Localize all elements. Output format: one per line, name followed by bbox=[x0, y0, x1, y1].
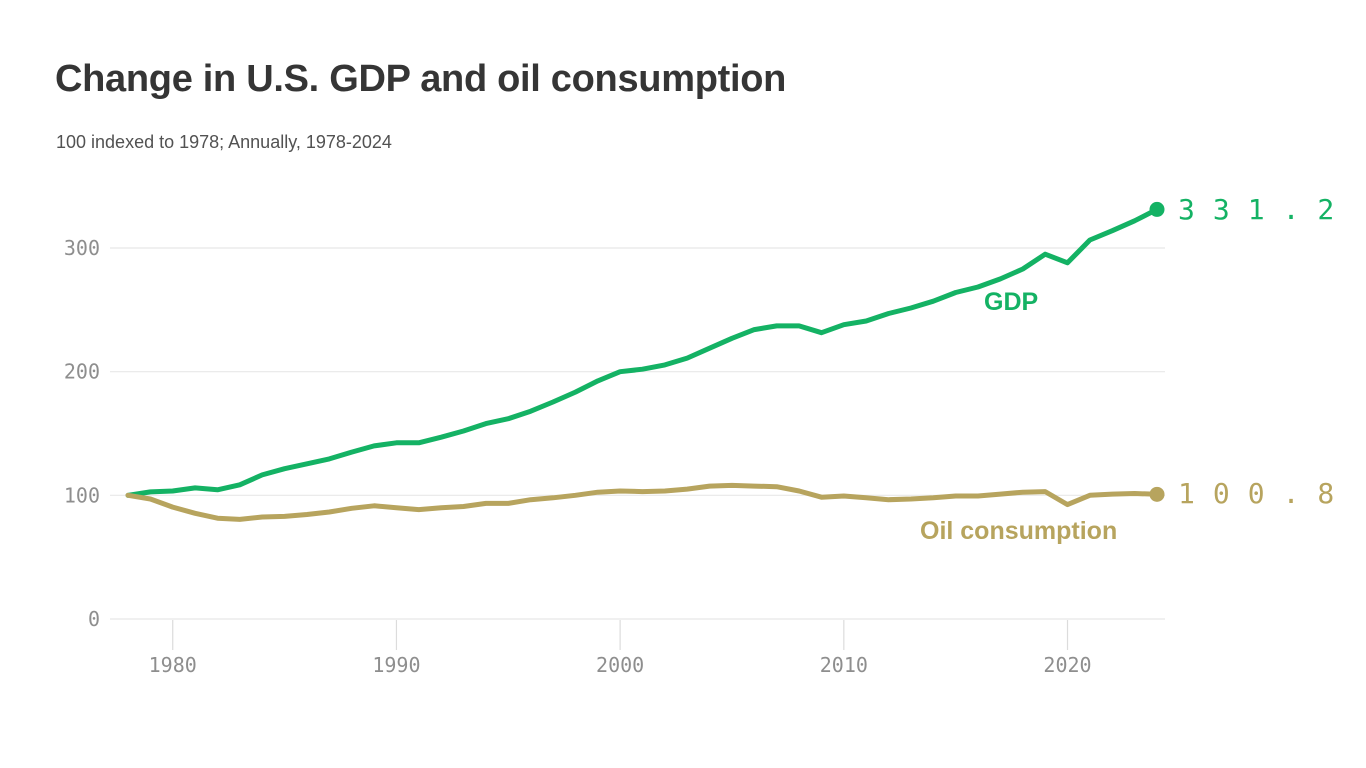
series-line-gdp bbox=[125, 206, 1160, 498]
y-axis-label: 200 bbox=[64, 360, 100, 384]
chart-title: Change in U.S. GDP and oil consumption bbox=[55, 58, 787, 100]
chart-subtitle: 100 indexed to 1978; Annually, 1978-2024 bbox=[56, 132, 392, 152]
series-end-dot-gdp bbox=[1149, 201, 1165, 217]
series-label-gdp: GDP bbox=[984, 288, 1039, 316]
x-axis-label: 1980 bbox=[149, 653, 197, 677]
y-axis-label: 0 bbox=[88, 607, 100, 631]
series-label-oil: Oil consumption bbox=[920, 517, 1118, 545]
x-axis-label: 2020 bbox=[1043, 653, 1091, 677]
series-line-oil-consumption bbox=[125, 482, 1160, 522]
end-value-oil: 100.8 bbox=[1178, 477, 1353, 510]
end-value-gdp: 331.2 bbox=[1178, 193, 1353, 226]
x-axis-label: 2000 bbox=[596, 653, 644, 677]
y-axis-label: 300 bbox=[64, 236, 100, 260]
series-end-dot-oil-consumption bbox=[1149, 486, 1165, 502]
x-axis-label: 2010 bbox=[820, 653, 868, 677]
y-axis-label: 100 bbox=[64, 483, 100, 507]
x-axis-label: 1990 bbox=[372, 653, 420, 677]
